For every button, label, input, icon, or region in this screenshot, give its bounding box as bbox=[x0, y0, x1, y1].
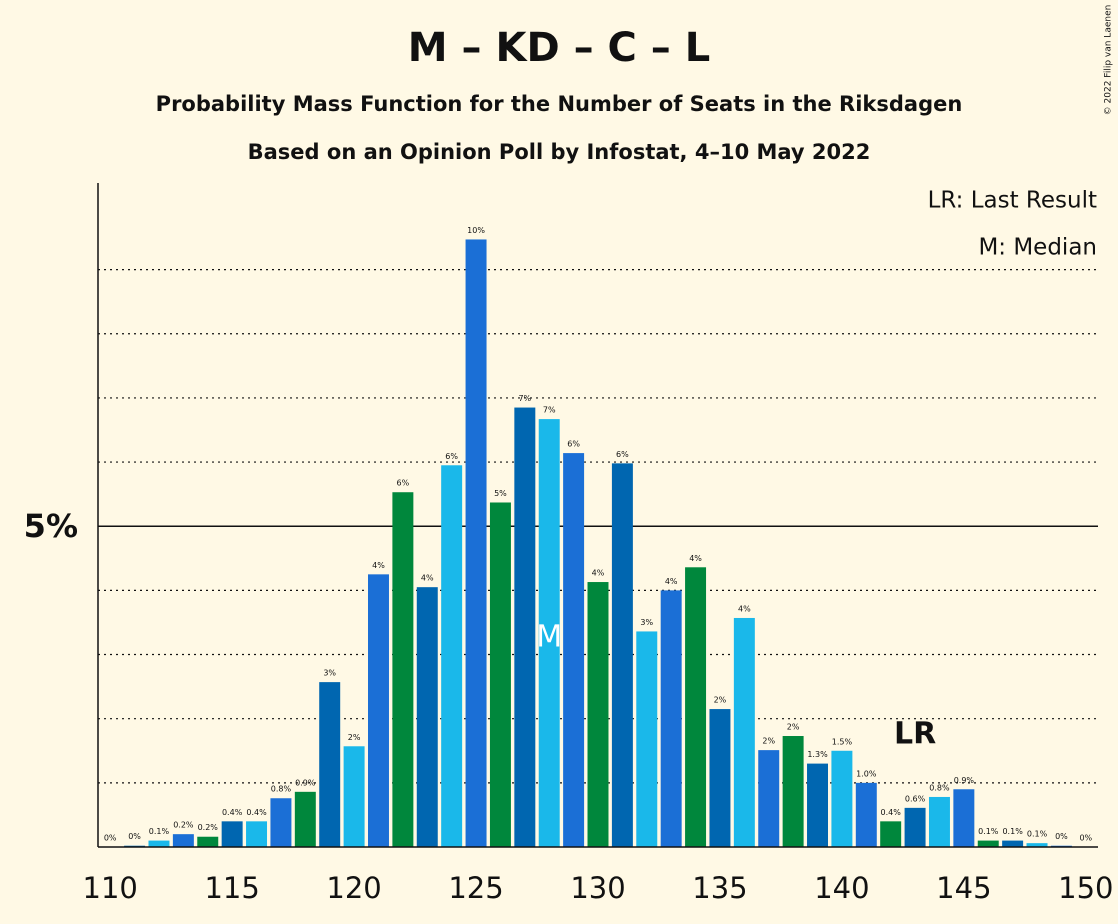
value-label: 0.8% bbox=[929, 783, 950, 792]
value-label: 0.9% bbox=[295, 778, 316, 787]
value-label: 0% bbox=[1055, 832, 1068, 841]
value-label: 0.1% bbox=[1027, 830, 1048, 839]
x-tick-label: 135 bbox=[692, 871, 747, 905]
bar bbox=[928, 796, 950, 847]
bar bbox=[148, 840, 170, 847]
value-label: 6% bbox=[445, 452, 458, 461]
x-tick-label: 120 bbox=[326, 871, 381, 905]
value-label: 7% bbox=[543, 406, 556, 415]
value-label: 3% bbox=[323, 669, 336, 678]
value-label: 0.6% bbox=[905, 794, 926, 803]
x-tick-label: 115 bbox=[204, 871, 259, 905]
bar bbox=[514, 407, 536, 847]
x-tick-label: 130 bbox=[570, 871, 625, 905]
x-tick-label: 140 bbox=[814, 871, 869, 905]
median-marker: M bbox=[536, 620, 562, 655]
value-label: 0.4% bbox=[246, 808, 267, 817]
bar bbox=[709, 709, 731, 847]
x-tick-label: 110 bbox=[83, 871, 138, 905]
value-label: 0% bbox=[1079, 834, 1092, 843]
value-label: 0.2% bbox=[173, 821, 194, 830]
value-label: 0.4% bbox=[222, 808, 243, 817]
bar bbox=[343, 746, 365, 847]
value-label: 3% bbox=[640, 618, 653, 627]
chart-subtitle: Probability Mass Function for the Number… bbox=[156, 92, 963, 116]
value-label: 4% bbox=[421, 574, 434, 583]
value-label: 2% bbox=[348, 733, 361, 742]
y-tick-label: 5% bbox=[24, 507, 78, 545]
legend-item: M: Median bbox=[978, 235, 1097, 261]
value-label: 6% bbox=[616, 450, 629, 459]
bar bbox=[221, 821, 243, 847]
value-label: 4% bbox=[689, 554, 702, 563]
value-label: 2% bbox=[762, 737, 775, 746]
value-label: 0.1% bbox=[978, 827, 999, 836]
legend-item: LR: Last Result bbox=[928, 188, 1097, 214]
value-label: 0% bbox=[128, 832, 141, 841]
bar bbox=[587, 582, 609, 847]
x-tick-label: 150 bbox=[1058, 871, 1113, 905]
value-label: 4% bbox=[372, 561, 385, 570]
bar bbox=[172, 834, 194, 847]
bar bbox=[441, 465, 463, 847]
chart-subtitle: Based on an Opinion Poll by Infostat, 4–… bbox=[248, 140, 871, 164]
bar bbox=[465, 239, 487, 847]
bar bbox=[807, 763, 828, 847]
copyright: © 2022 Filip van Laenen bbox=[1104, 5, 1114, 116]
x-tick-label: 145 bbox=[936, 871, 991, 905]
bar bbox=[880, 821, 902, 847]
bar bbox=[368, 574, 389, 847]
bar bbox=[294, 791, 316, 847]
value-label: 0.4% bbox=[881, 808, 902, 817]
bar bbox=[1026, 843, 1048, 847]
bar bbox=[660, 590, 682, 847]
value-label: 4% bbox=[665, 577, 678, 586]
bar bbox=[758, 750, 780, 847]
value-label: 0.1% bbox=[1002, 827, 1023, 836]
value-label: 2% bbox=[787, 723, 800, 732]
value-label: 1.0% bbox=[856, 769, 877, 778]
value-label: 6% bbox=[567, 440, 580, 449]
bar bbox=[538, 419, 560, 847]
bar bbox=[197, 836, 219, 847]
bar bbox=[904, 807, 926, 847]
value-label: 5% bbox=[494, 489, 507, 498]
x-tick-label: 125 bbox=[448, 871, 503, 905]
value-label: 0.2% bbox=[198, 823, 219, 832]
value-label: 7% bbox=[518, 394, 531, 403]
bar bbox=[416, 587, 438, 847]
bar bbox=[977, 840, 999, 847]
value-label: 6% bbox=[397, 479, 410, 488]
value-label: 4% bbox=[592, 569, 605, 578]
last-result-marker: LR bbox=[894, 716, 936, 751]
bar bbox=[782, 736, 804, 847]
value-label: 10% bbox=[467, 226, 485, 235]
value-label: 4% bbox=[738, 604, 751, 613]
bar bbox=[685, 567, 707, 847]
chart-title: M – KD – C – L bbox=[408, 25, 710, 71]
bar bbox=[270, 798, 292, 847]
value-label: 0.8% bbox=[271, 785, 292, 794]
value-label: 1.5% bbox=[832, 737, 853, 746]
bar bbox=[636, 631, 658, 847]
value-label: 0.1% bbox=[149, 827, 170, 836]
bar bbox=[831, 750, 853, 847]
value-label: 2% bbox=[714, 696, 727, 705]
bar bbox=[611, 463, 633, 847]
value-label: 0.9% bbox=[954, 776, 975, 785]
bar bbox=[855, 782, 877, 847]
bar bbox=[392, 492, 414, 847]
bar bbox=[733, 617, 755, 847]
bar bbox=[563, 453, 585, 847]
value-label: 1.3% bbox=[807, 750, 828, 759]
bar bbox=[1002, 840, 1024, 847]
bar bbox=[489, 502, 511, 847]
value-label: 0% bbox=[104, 834, 117, 843]
bar bbox=[319, 682, 341, 847]
bar bbox=[953, 789, 975, 847]
bar bbox=[246, 821, 268, 847]
